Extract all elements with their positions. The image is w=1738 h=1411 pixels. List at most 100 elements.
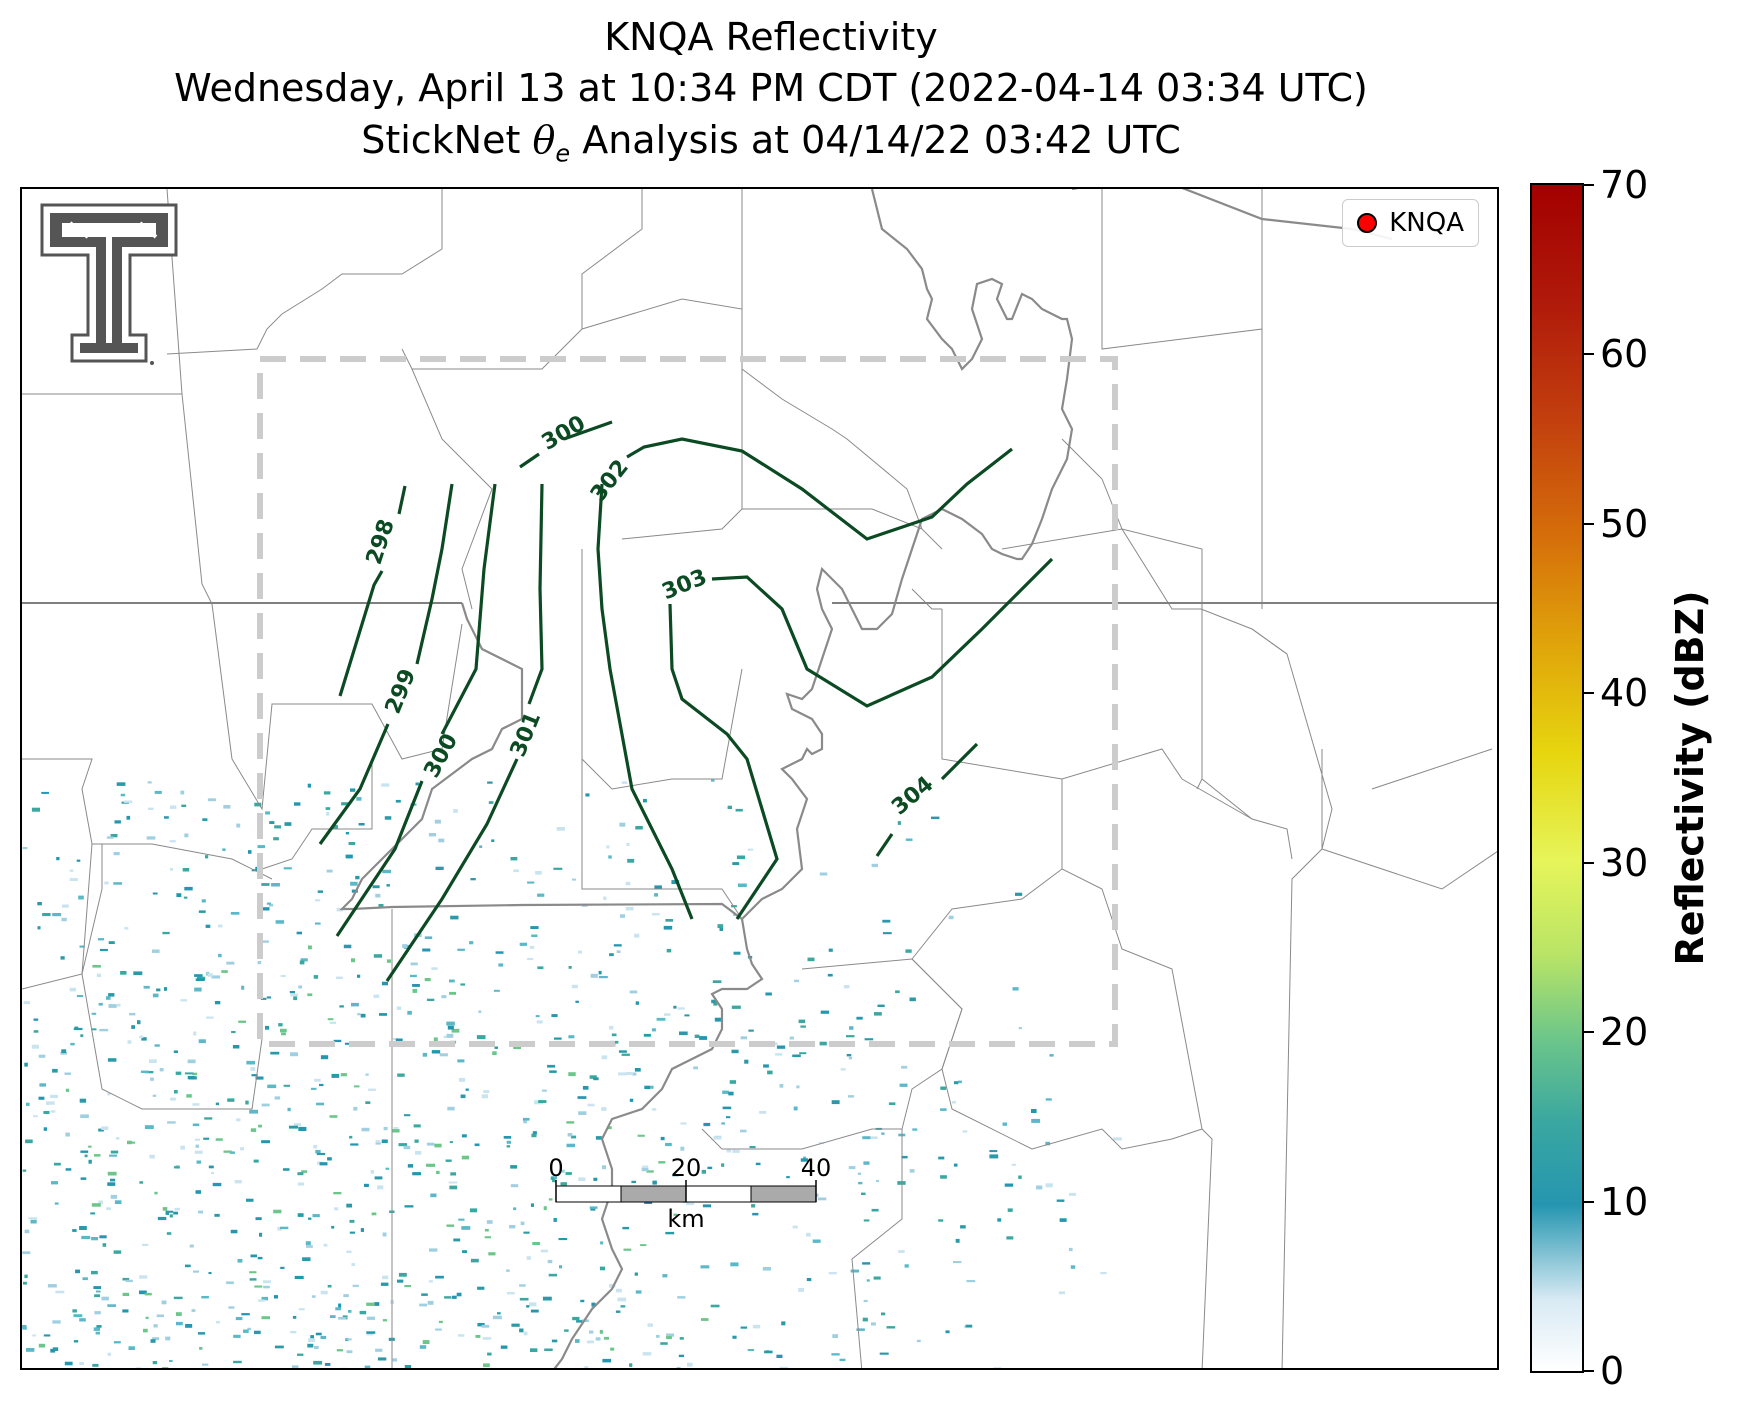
reflectivity-pixel — [221, 970, 228, 973]
reflectivity-pixel — [185, 1264, 191, 1268]
reflectivity-pixel — [609, 1283, 616, 1288]
reflectivity-pixel — [152, 892, 158, 895]
reflectivity-pixel — [205, 971, 210, 976]
reflectivity-pixel — [763, 1064, 769, 1068]
reflectivity-pixel — [610, 1347, 615, 1351]
reflectivity-pixel — [61, 904, 69, 908]
reflectivity-pixel — [1031, 1118, 1041, 1123]
reflectivity-pixel — [187, 1075, 195, 1080]
reflectivity-pixel — [568, 1072, 576, 1077]
reflectivity-pixel — [848, 1056, 853, 1060]
reflectivity-pixel — [446, 1033, 454, 1038]
reflectivity-pixel — [154, 790, 162, 794]
reflectivity-pixel — [204, 1117, 213, 1120]
reflectivity-pixel — [385, 1167, 390, 1170]
reflectivity-pixel — [336, 976, 343, 979]
reflectivity-pixel — [51, 1181, 58, 1185]
reflectivity-pixel — [377, 1357, 387, 1361]
reflectivity-pixel — [526, 1256, 531, 1260]
reflectivity-pixel — [333, 1039, 342, 1043]
reflectivity-pixel — [206, 1016, 214, 1019]
reflectivity-pixel — [378, 904, 384, 908]
reflectivity-pixel — [120, 971, 127, 975]
reflectivity-pixel — [266, 902, 271, 905]
reflectivity-pixel — [287, 1107, 291, 1112]
reflectivity-pixel — [535, 1015, 540, 1018]
reflectivity-pixel — [737, 883, 747, 888]
reflectivity-pixel — [461, 1155, 469, 1160]
reflectivity-pixel — [46, 1101, 55, 1105]
reflectivity-pixel — [445, 1159, 452, 1162]
reflectivity-pixel — [740, 1036, 748, 1040]
reflectivity-pixel — [482, 1337, 492, 1340]
reflectivity-pixel — [434, 819, 441, 824]
reflectivity-pixel — [314, 1345, 319, 1349]
reflectivity-pixel — [182, 868, 190, 872]
reflectivity-pixel — [52, 1068, 58, 1073]
reflectivity-pixel — [186, 1094, 192, 1098]
reflectivity-pixel — [218, 953, 222, 958]
reflectivity-pixel — [831, 1100, 840, 1105]
reflectivity-pixel — [488, 1252, 496, 1256]
reflectivity-pixel — [543, 1206, 547, 1211]
reflectivity-pixel — [176, 1321, 183, 1326]
reflectivity-pixel — [147, 781, 152, 784]
contour-label: 298 — [362, 516, 400, 567]
reflectivity-pixel — [291, 1365, 299, 1368]
reflectivity-pixel — [513, 1207, 517, 1211]
reflectivity-pixel — [294, 1275, 304, 1279]
reflectivity-pixel — [426, 998, 435, 1001]
reflectivity-pixel — [391, 1129, 400, 1133]
reflectivity-pixel — [527, 957, 534, 961]
reflectivity-pixel — [30, 1219, 37, 1224]
reflectivity-pixel — [229, 1151, 235, 1154]
reflectivity-pixel — [64, 1072, 72, 1075]
reflectivity-pixel — [113, 852, 120, 856]
reflectivity-pixel — [487, 781, 493, 784]
reflectivity-pixel — [793, 1106, 798, 1111]
reflectivity-pixel — [382, 1275, 389, 1280]
reflectivity-pixel — [475, 1335, 481, 1338]
reflectivity-pixel — [334, 1207, 339, 1211]
reflectivity-pixel — [92, 965, 101, 968]
reflectivity-pixel — [481, 1094, 488, 1099]
reflectivity-pixel — [901, 1155, 908, 1159]
reflectivity-pixel — [553, 1218, 557, 1222]
reflectivity-pixel — [156, 988, 161, 992]
reflectivity-pixel — [157, 1216, 167, 1221]
reflectivity-pixel — [1018, 1027, 1022, 1030]
reflectivity-pixel — [162, 1207, 168, 1211]
reflectivity-pixel — [312, 1214, 320, 1218]
reflectivity-pixel — [298, 1308, 305, 1311]
reflectivity-pixel — [458, 1218, 465, 1221]
reflectivity-pixel — [1004, 1183, 1014, 1187]
reflectivity-pixel — [792, 1054, 801, 1058]
reflectivity-pixel — [373, 954, 383, 958]
reflectivity-pixel — [327, 1018, 334, 1021]
reflectivity-pixel — [152, 949, 160, 953]
reflectivity-pixel — [421, 1293, 428, 1296]
reflectivity-pixel — [39, 1083, 47, 1087]
reflectivity-pixel — [492, 1315, 502, 1320]
reflectivity-pixel — [65, 1132, 70, 1137]
reflectivity-pixel — [352, 1284, 359, 1287]
reflectivity-pixel — [415, 782, 419, 786]
reflectivity-pixel — [345, 832, 349, 835]
reflectivity-pixel — [828, 1271, 837, 1275]
reflectivity-pixel — [231, 1031, 236, 1034]
reflectivity-pixel — [595, 1136, 602, 1140]
reflectivity-pixel — [414, 1139, 419, 1143]
reflectivity-pixel — [173, 1166, 180, 1169]
reflectivity-pixel — [740, 1326, 748, 1329]
reflectivity-pixel — [506, 1145, 511, 1148]
reflectivity-pixel — [247, 1327, 252, 1331]
reflectivity-pixel — [355, 875, 360, 880]
reflectivity-pixel — [381, 1139, 388, 1144]
scale-tick-label: 20 — [671, 1154, 702, 1182]
reflectivity-pixel — [261, 883, 270, 886]
reflectivity-pixel — [486, 1220, 493, 1224]
reflectivity-pixel — [124, 927, 129, 930]
reflectivity-pixel — [747, 848, 754, 851]
reflectivity-pixel — [376, 1368, 379, 1370]
reflectivity-pixel — [255, 1217, 262, 1221]
